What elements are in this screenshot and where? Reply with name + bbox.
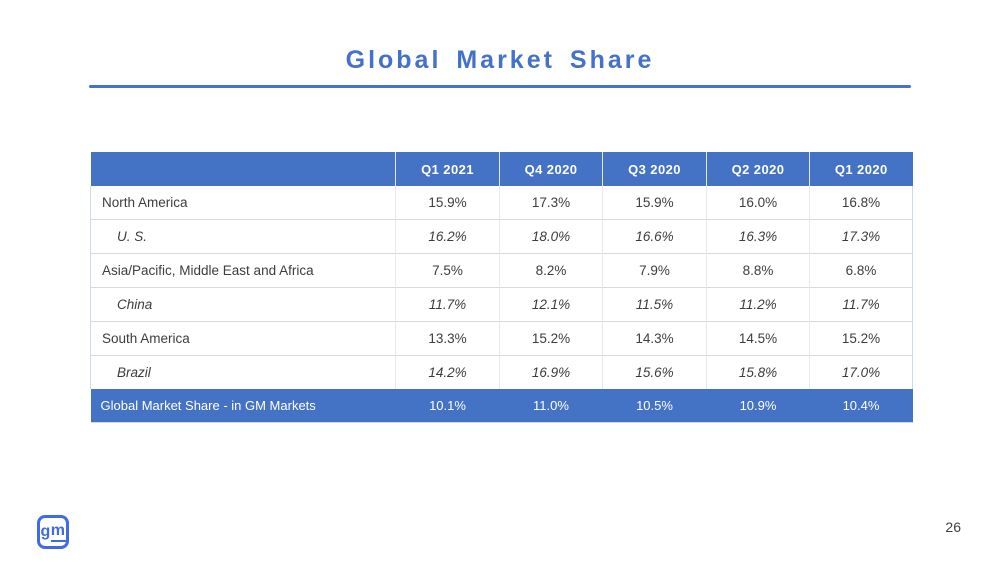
value-cell: 16.9% <box>499 355 603 389</box>
value-cell: 17.3% <box>499 186 603 220</box>
value-cell: 15.9% <box>395 186 500 220</box>
value-cell: 15.2% <box>809 321 913 356</box>
value-cell: 10.9% <box>739 398 777 413</box>
value-cell: 16.6% <box>602 219 707 254</box>
gm-logo: g m <box>37 515 69 549</box>
value-cell: 12.1% <box>499 287 603 322</box>
table-header-row: Q1 2021 Q4 2020 Q3 2020 Q2 2020 Q1 2020 <box>90 152 913 186</box>
value-cell: 6.8% <box>809 253 913 288</box>
row-label: South America <box>90 321 396 356</box>
value-cell: 10.5% <box>636 398 673 413</box>
quarter-column-header: Q1 2021 <box>395 152 500 186</box>
region-row: North America 15.9% 17.3% 15.9% 16.0% 16.8% <box>90 186 913 220</box>
value-cell: 11.0% <box>533 398 569 413</box>
region-row: South America 13.3% 15.2% 14.3% 14.5% 15.2% <box>90 321 913 356</box>
value-cell: 7.5% <box>395 253 500 288</box>
value-cell: 15.6% <box>602 355 707 389</box>
row-label: Global Market Share - in GM Markets <box>100 398 316 413</box>
value-cell: 15.9% <box>602 186 707 220</box>
value-cell: 15.2% <box>499 321 603 356</box>
value-cell: 14.2% <box>395 355 500 389</box>
row-label: North America <box>90 186 396 220</box>
row-label: Brazil <box>90 355 396 389</box>
value-cell: 8.8% <box>706 253 810 288</box>
value-cell: 14.5% <box>706 321 810 356</box>
row-label-column-header <box>90 152 396 186</box>
value-cell: 16.8% <box>809 186 913 220</box>
value-cell: 14.3% <box>602 321 707 356</box>
value-cell: 16.2% <box>395 219 500 254</box>
quarter-column-header: Q3 2020 <box>602 152 707 186</box>
value-cell: 11.5% <box>602 287 707 322</box>
value-cell: 10.4% <box>842 398 880 413</box>
quarter-column-header: Q2 2020 <box>706 152 810 186</box>
quarter-column-header: Q4 2020 <box>499 152 603 186</box>
logo-letter-m: m <box>50 522 66 542</box>
market-share-table-grid: Q1 2021 Q4 2020 Q3 2020 Q2 2020 Q1 2020 Nort… <box>90 152 913 423</box>
value-cell: 7.9% <box>602 253 707 288</box>
value-cell: 11.7% <box>809 287 913 322</box>
logo-letter-g: g <box>40 523 51 540</box>
page-number: 26 <box>945 519 961 535</box>
value-cell: 10.1% <box>429 398 466 413</box>
sub-row: China 11.7% 12.1% 11.5% 11.2% 11.7% <box>90 287 913 322</box>
value-cell: 17.3% <box>809 219 913 254</box>
value-cell: 11.2% <box>706 287 810 322</box>
value-cell: 8.2% <box>499 253 603 288</box>
value-cell: 11.7% <box>395 287 500 322</box>
value-cell: 13.3% <box>395 321 500 356</box>
row-label: Asia/Pacific, Middle East and Africa <box>90 253 396 288</box>
value-cell: 18.0% <box>499 219 603 254</box>
sub-row: U. S. 16.2% 18.0% 16.6% 16.3% 17.3% <box>90 219 913 254</box>
region-row: Asia/Pacific, Middle East and Africa 7.5%… <box>90 253 913 288</box>
title-underline <box>89 85 911 88</box>
row-label: China <box>90 287 396 322</box>
value-cell: 16.3% <box>706 219 810 254</box>
quarter-column-header: Q1 2020 <box>809 152 913 186</box>
value-cell: 17.0% <box>809 355 913 389</box>
total-row: Global Market Share - in GM Markets 10.1%… <box>90 389 913 423</box>
slide-title: Global Market Share <box>345 46 655 74</box>
sub-row: Brazil 14.2% 16.9% 15.6% 15.8% 17.0% <box>90 355 913 389</box>
value-cell: 15.8% <box>706 355 810 389</box>
row-label: U. S. <box>90 219 396 254</box>
market-share-table: Q1 2021 Q4 2020 Q3 2020 Q2 2020 Q1 2020 Nort… <box>90 152 913 423</box>
value-cell: 16.0% <box>706 186 810 220</box>
